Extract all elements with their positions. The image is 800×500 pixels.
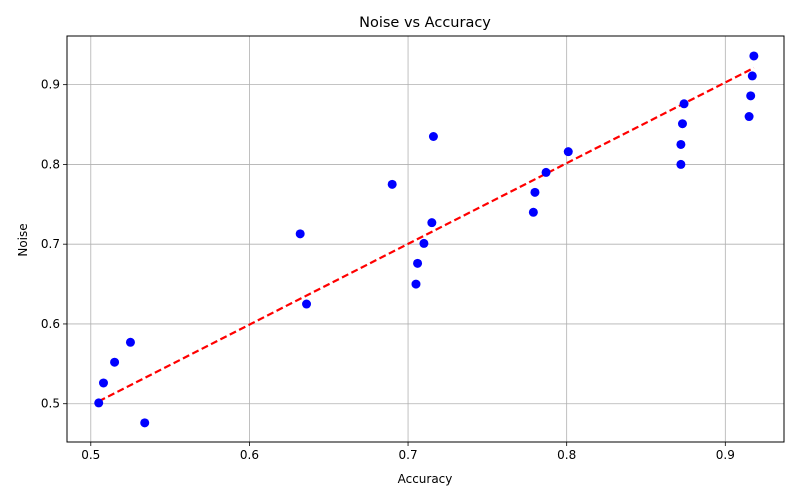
- x-tick-label: 0.8: [557, 448, 576, 462]
- data-point: [747, 71, 757, 81]
- data-point: [302, 299, 312, 309]
- data-point: [676, 139, 686, 149]
- data-point: [749, 51, 759, 61]
- grid: [67, 36, 784, 442]
- data-point: [125, 337, 135, 347]
- x-tick-label: 0.5: [81, 448, 100, 462]
- data-point: [387, 179, 397, 189]
- data-point: [98, 378, 108, 388]
- plot-frame: [66, 35, 785, 443]
- data-point: [428, 132, 438, 142]
- trend-line-group: [98, 66, 755, 403]
- y-axis-label: Noise: [16, 223, 30, 256]
- data-point: [746, 91, 756, 101]
- x-axis-label: Accuracy: [398, 472, 453, 486]
- data-points: [94, 51, 759, 428]
- y-tick-label: 0.8: [41, 157, 60, 171]
- data-point: [528, 207, 538, 217]
- y-axis-ticks: 0.5 0.6 0.7 0.8 0.9: [41, 78, 67, 411]
- data-point: [677, 119, 687, 129]
- data-point: [413, 258, 423, 268]
- data-point: [94, 398, 104, 408]
- data-point: [676, 159, 686, 169]
- x-axis-ticks: 0.5 0.6 0.7 0.8 0.9: [81, 442, 735, 462]
- data-point: [419, 238, 429, 248]
- trend-line: [98, 66, 755, 403]
- data-point: [110, 357, 120, 367]
- y-tick-label: 0.6: [41, 317, 60, 331]
- y-tick-label: 0.7: [41, 237, 60, 251]
- data-point: [530, 187, 540, 197]
- data-point: [679, 99, 689, 109]
- chart-title: Noise vs Accuracy: [359, 15, 491, 31]
- data-point: [140, 418, 150, 428]
- data-point: [411, 279, 421, 289]
- y-tick-label: 0.9: [41, 78, 60, 92]
- x-tick-label: 0.9: [716, 448, 735, 462]
- data-point: [563, 147, 573, 157]
- data-point: [295, 229, 305, 239]
- data-point: [541, 167, 551, 177]
- data-point: [427, 218, 437, 228]
- data-point: [744, 112, 754, 122]
- x-tick-label: 0.6: [240, 448, 259, 462]
- y-tick-label: 0.5: [41, 397, 60, 411]
- x-tick-label: 0.7: [399, 448, 418, 462]
